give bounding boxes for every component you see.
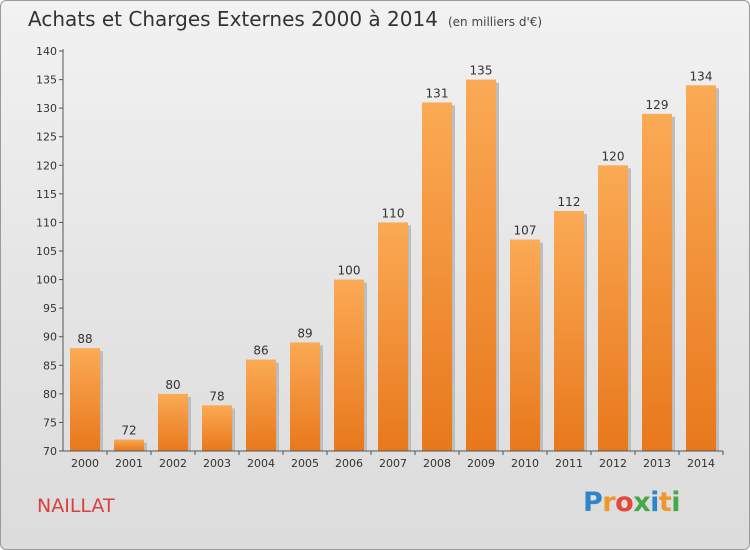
y-tick-label: 120 xyxy=(36,159,57,172)
axes-group: 2000 2001 2002 2003 2004 2005 2006 2007 2008 2009… xyxy=(36,45,724,470)
x-tick-label: 2005 xyxy=(291,457,319,470)
y-tick-label: 95 xyxy=(43,302,57,315)
value-label: 135 xyxy=(470,64,493,78)
x-tick-label: 2012 xyxy=(599,457,627,470)
logo-letter: P xyxy=(583,487,603,518)
x-tick-label: 2004 xyxy=(247,457,275,470)
y-tick-label: 110 xyxy=(36,216,57,229)
chart-title-block: Achats et Charges Externes 2000 à 2014 (e… xyxy=(28,7,542,31)
proxiti-logo: Proxiti xyxy=(583,487,681,518)
bar-2011 xyxy=(554,211,584,451)
logo-letter: o xyxy=(615,487,634,518)
value-label: 80 xyxy=(165,378,180,392)
logo-letter: t xyxy=(658,487,672,518)
logo-letter: i xyxy=(650,487,659,518)
y-tick-label: 85 xyxy=(43,359,57,372)
y-tick-label: 90 xyxy=(43,331,57,344)
bar-2013 xyxy=(642,113,672,451)
y-tick-label: 80 xyxy=(43,388,57,401)
commune-name: NAILLAT xyxy=(37,495,115,517)
bar-2002 xyxy=(158,393,188,451)
value-label: 78 xyxy=(209,389,224,403)
bar-2004 xyxy=(246,359,276,451)
y-tick-label: 135 xyxy=(36,74,57,87)
bar-2006 xyxy=(334,279,364,451)
y-tick-label: 70 xyxy=(43,445,57,458)
bars-group: 88 72 80 78 86 89 100 110 131 135 107 112 120 129 134 xyxy=(70,64,719,452)
value-label: 100 xyxy=(338,264,361,278)
y-tick-label: 75 xyxy=(43,416,57,429)
bar-2003 xyxy=(202,405,232,451)
logo-letter: i xyxy=(671,487,681,518)
y-tick-label: 140 xyxy=(36,45,57,58)
x-tick-label: 2013 xyxy=(643,457,671,470)
value-label: 120 xyxy=(602,149,625,163)
x-tick-label: 2007 xyxy=(379,457,407,470)
chart-title: Achats et Charges Externes 2000 à 2014 xyxy=(28,7,438,31)
bar-2014 xyxy=(686,85,716,452)
value-label: 86 xyxy=(253,344,268,358)
bar-2007 xyxy=(378,222,408,451)
value-label: 107 xyxy=(514,224,537,238)
y-tick-label: 105 xyxy=(36,245,57,258)
x-tick-label: 2000 xyxy=(71,457,99,470)
bar-2010 xyxy=(510,239,540,451)
value-label: 112 xyxy=(558,195,581,209)
chart-subtitle: (en milliers d'€) xyxy=(447,15,543,29)
bar-2012 xyxy=(598,165,628,452)
bar-2005 xyxy=(290,342,320,451)
x-tick-label: 2001 xyxy=(115,457,143,470)
value-label: 89 xyxy=(297,326,312,340)
value-label: 88 xyxy=(77,332,92,346)
x-tick-label: 2008 xyxy=(423,457,451,470)
x-tick-label: 2003 xyxy=(203,457,231,470)
bar-2001 xyxy=(114,439,144,451)
value-label: 134 xyxy=(690,69,713,83)
value-label: 72 xyxy=(121,424,136,438)
x-tick-label: 2010 xyxy=(511,457,539,470)
x-tick-label: 2006 xyxy=(335,457,363,470)
x-tick-label: 2009 xyxy=(467,457,495,470)
logo-letter: x xyxy=(633,487,651,518)
y-tick-label: 130 xyxy=(36,102,57,115)
y-tick-label: 115 xyxy=(36,188,57,201)
bar-2000 xyxy=(70,348,100,451)
x-tick-label: 2002 xyxy=(159,457,187,470)
value-label: 131 xyxy=(426,86,449,100)
y-tick-label: 100 xyxy=(36,274,57,287)
logo-letter: r xyxy=(602,487,616,518)
x-tick-label: 2014 xyxy=(687,457,715,470)
x-tick-label: 2011 xyxy=(555,457,583,470)
bar-2008 xyxy=(422,102,452,451)
value-label: 129 xyxy=(646,98,669,112)
y-tick-label: 125 xyxy=(36,131,57,144)
bar-2009 xyxy=(466,79,496,452)
value-label: 110 xyxy=(382,206,405,220)
